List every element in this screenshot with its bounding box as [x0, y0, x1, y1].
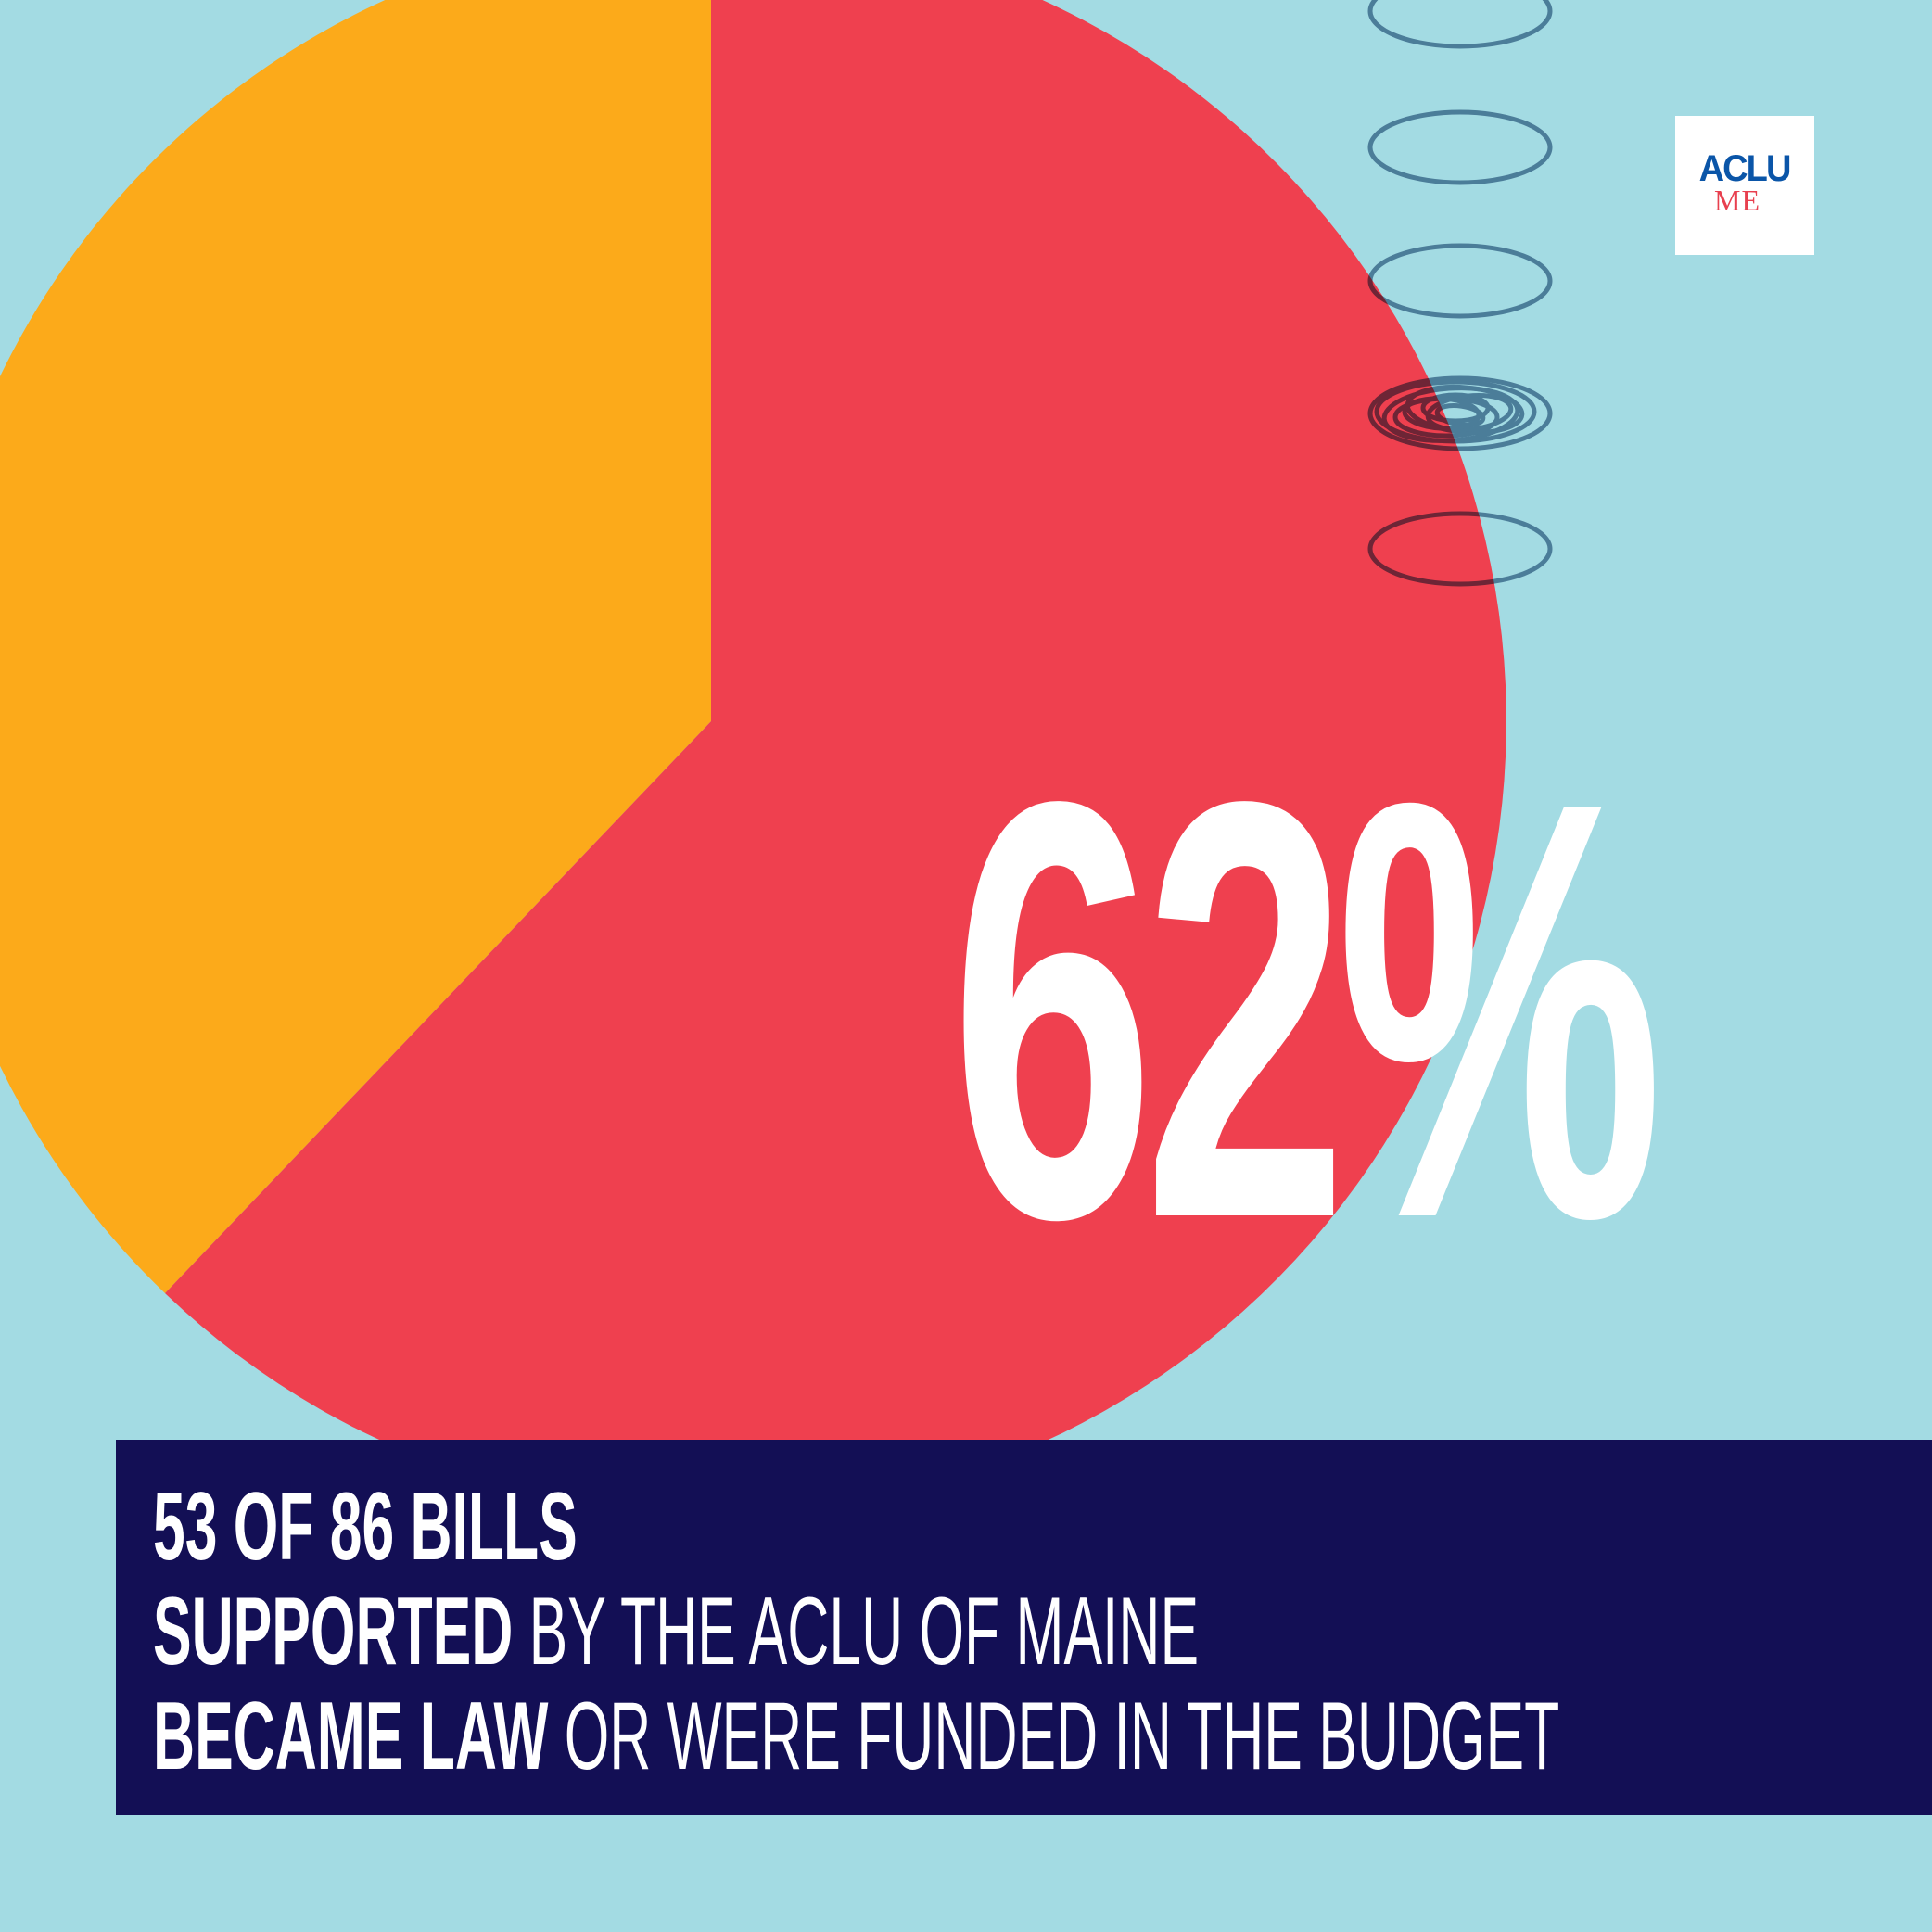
aclu-maine-logo: ACLU ME: [1675, 116, 1814, 255]
caption-light: OR WERE FUNDED IN THE BUDGET: [548, 1683, 1560, 1790]
headline-percent: 62%: [950, 679, 1663, 1341]
pie-slice-passed: [165, 0, 1506, 1514]
caption-bold: 53 OF 86 BILLS: [153, 1473, 578, 1581]
caption-banner: 53 OF 86 BILLS SUPPORTED BY THE ACLU OF …: [116, 1440, 1932, 1815]
logo-state-text: ME: [1714, 184, 1760, 217]
pie-slice-not-passed: [0, 0, 711, 1293]
caption-line-2: SUPPORTED BY THE ACLU OF MAINE: [153, 1583, 1199, 1680]
caption-line-1: 53 OF 86 BILLS: [153, 1479, 578, 1575]
caption-line-3: BECAME LAW OR WERE FUNDED IN THE BUDGET: [153, 1688, 1559, 1785]
caption-bold: BECAME LAW: [153, 1683, 549, 1790]
caption-bold: SUPPORTED: [153, 1578, 514, 1685]
logo-aclu-text: ACLU: [1699, 148, 1792, 189]
caption-light: BY THE ACLU OF MAINE: [513, 1578, 1200, 1685]
